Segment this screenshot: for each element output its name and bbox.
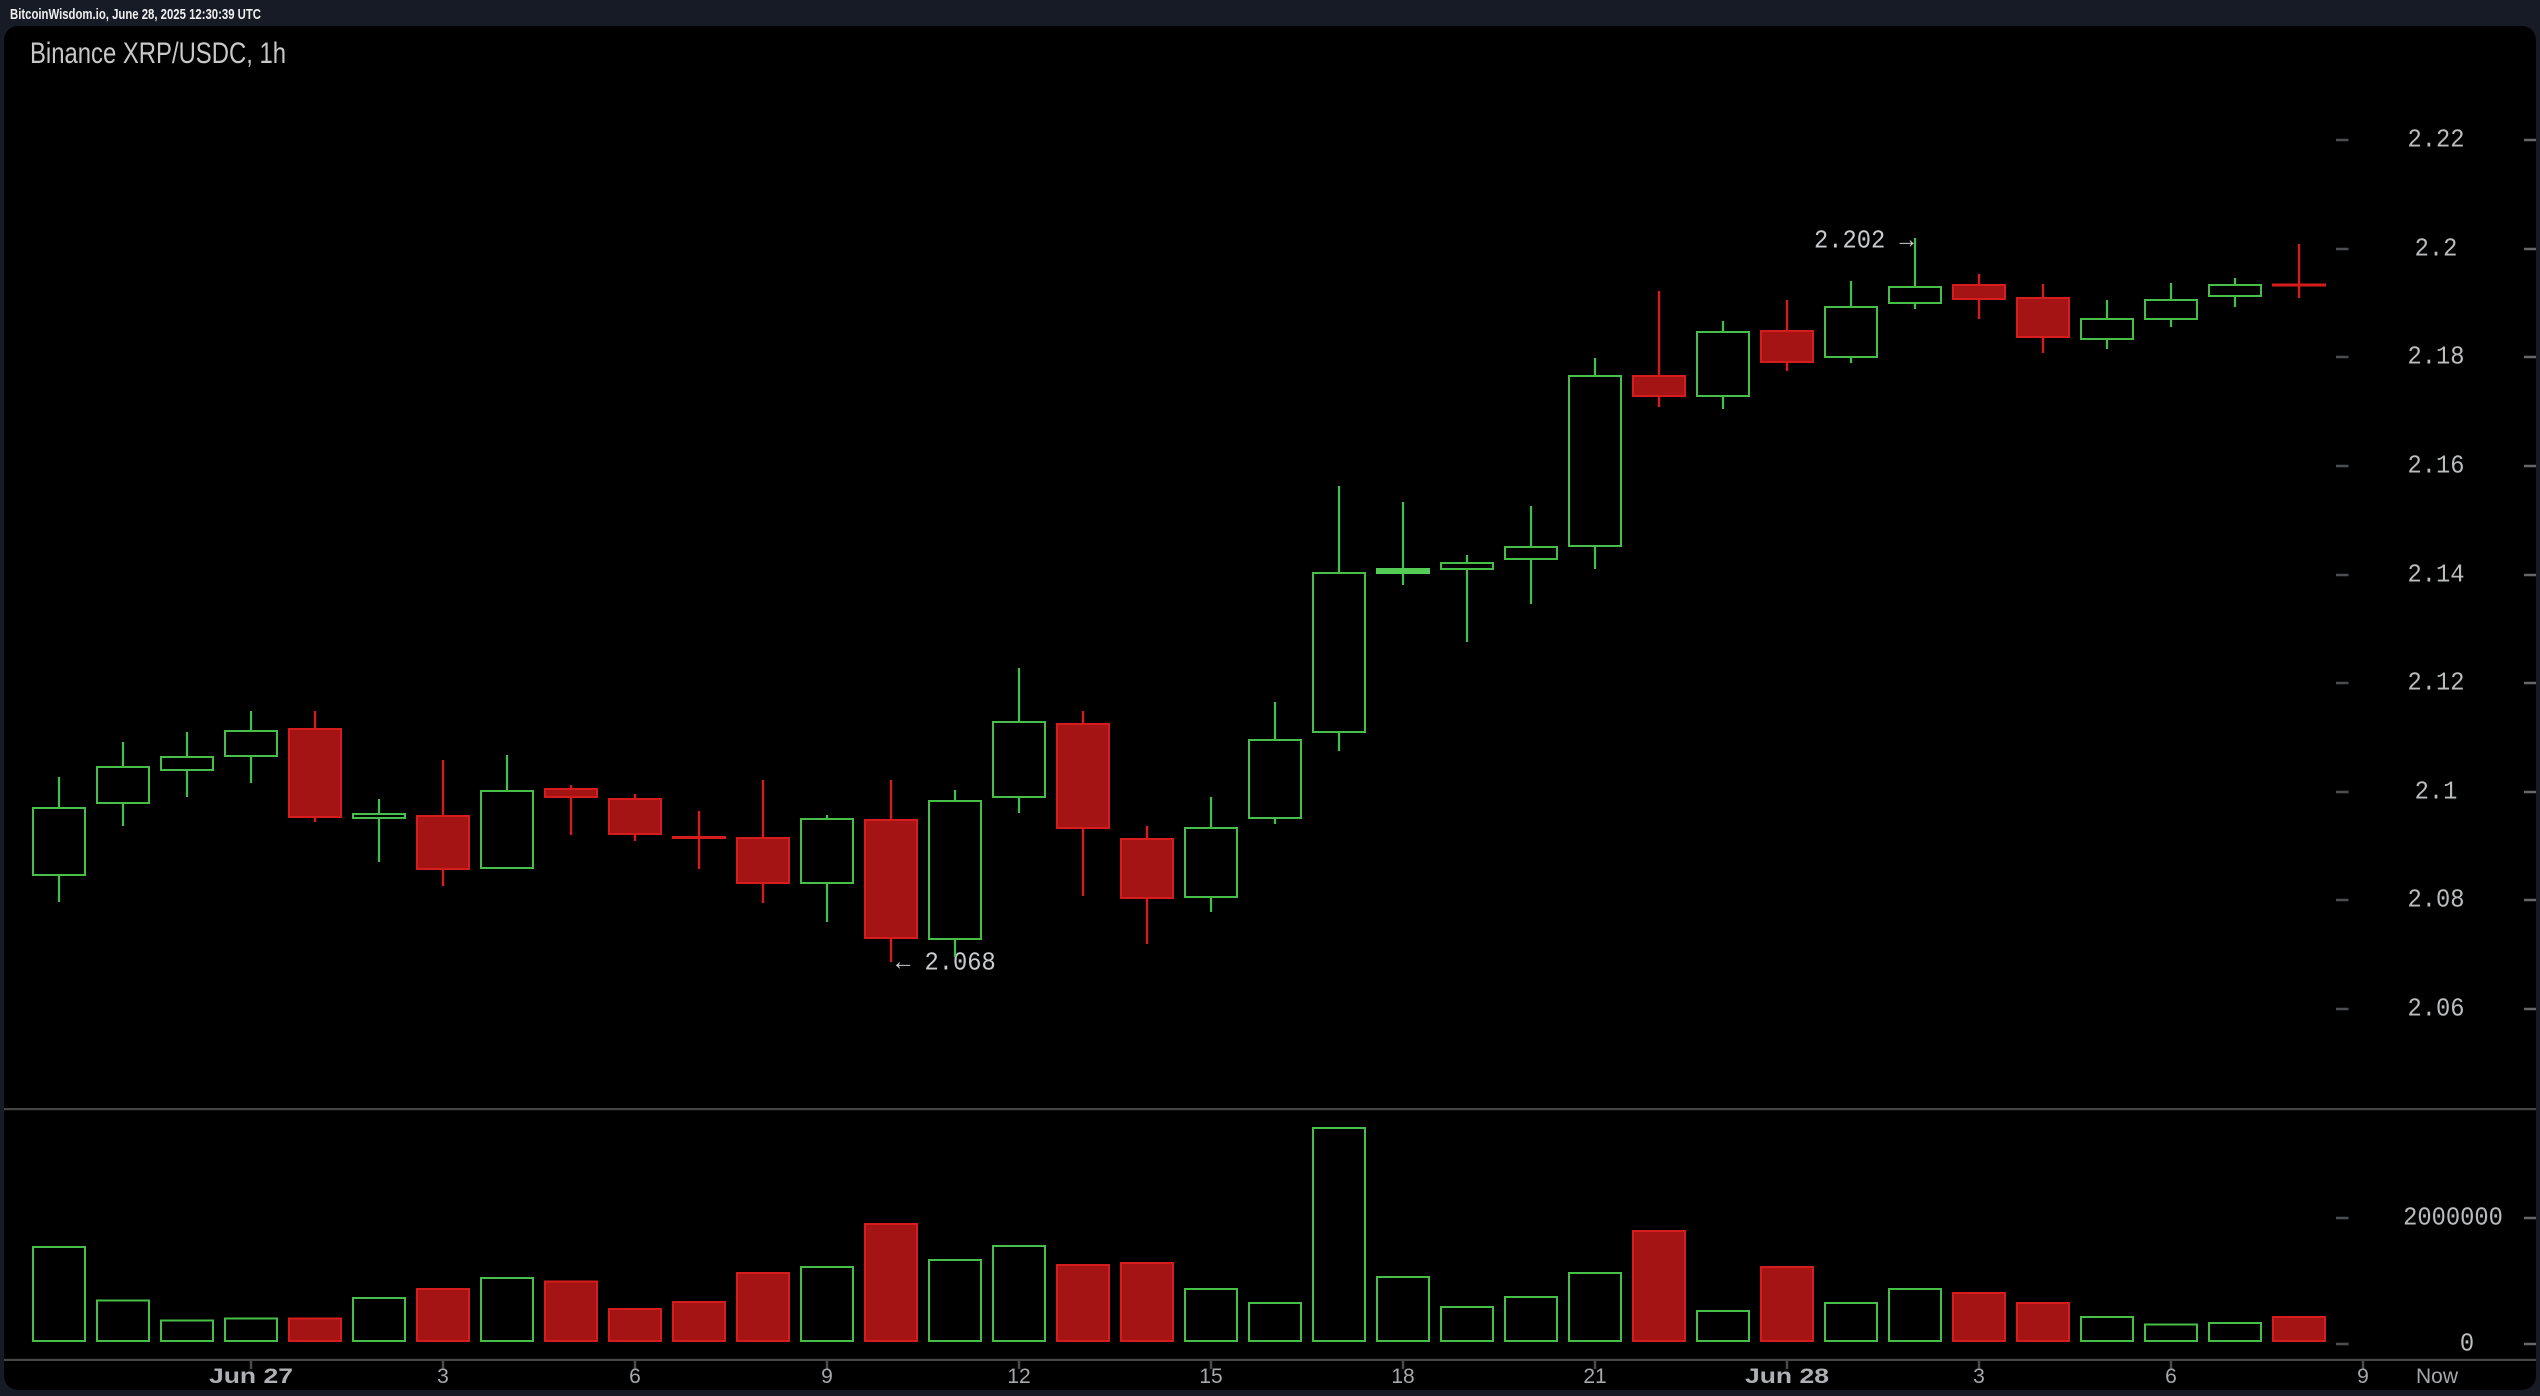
svg-text:18: 18 (1391, 1365, 1414, 1388)
svg-text:9: 9 (821, 1365, 833, 1388)
svg-text:Now: Now (2416, 1365, 2459, 1388)
svg-text:2.06: 2.06 (2408, 995, 2465, 1024)
svg-text:6: 6 (2165, 1365, 2177, 1388)
svg-text:2.202 →: 2.202 → (1814, 227, 1914, 256)
svg-text:2.2: 2.2 (2415, 235, 2458, 264)
svg-text:0: 0 (2460, 1330, 2474, 1359)
svg-text:BitcoinWisdom.io, June 28, 202: BitcoinWisdom.io, June 28, 2025 12:30:39… (10, 6, 261, 23)
svg-text:2.22: 2.22 (2408, 126, 2465, 155)
svg-text:2.08: 2.08 (2408, 886, 2465, 915)
svg-text:15: 15 (1199, 1365, 1222, 1388)
svg-text:9: 9 (2357, 1365, 2369, 1388)
svg-text:2.18: 2.18 (2408, 343, 2465, 372)
svg-text:Jun 28: Jun 28 (1745, 1364, 1829, 1388)
svg-text:2000000: 2000000 (2403, 1204, 2503, 1233)
svg-text:2.14: 2.14 (2408, 561, 2465, 590)
svg-text:21: 21 (1583, 1365, 1606, 1388)
svg-text:Jun 27: Jun 27 (209, 1364, 293, 1388)
svg-text:← 2.068: ← 2.068 (896, 949, 996, 978)
svg-text:3: 3 (1973, 1365, 1985, 1388)
svg-text:3: 3 (437, 1365, 449, 1388)
svg-text:2.16: 2.16 (2408, 452, 2465, 481)
svg-text:2.12: 2.12 (2408, 669, 2465, 698)
svg-text:6: 6 (629, 1365, 641, 1388)
svg-text:12: 12 (1007, 1365, 1030, 1388)
svg-text:2.1: 2.1 (2415, 778, 2458, 807)
svg-text:Binance XRP/USDC, 1h: Binance XRP/USDC, 1h (30, 37, 286, 70)
